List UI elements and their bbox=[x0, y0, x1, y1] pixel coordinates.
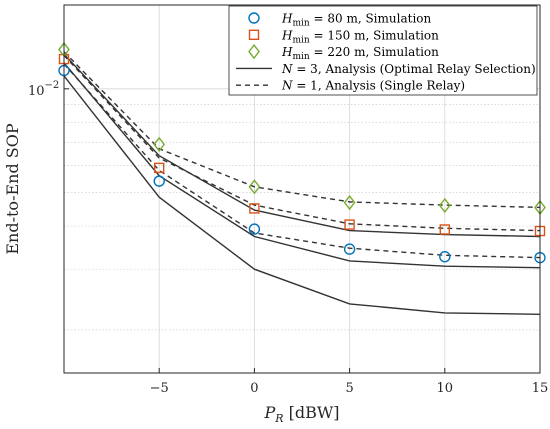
simulation-point bbox=[343, 194, 356, 211]
plot-frame bbox=[63, 4, 541, 374]
simulation-point bbox=[344, 219, 355, 230]
legend-marker-swatch bbox=[248, 43, 260, 60]
x-tick-label: −5 bbox=[150, 381, 169, 396]
simulation-point bbox=[439, 251, 451, 263]
legend-label: N = 1, Analysis (Single Relay) bbox=[281, 79, 465, 93]
legend-marker-swatch bbox=[248, 29, 260, 40]
x-tick-label: 0 bbox=[250, 381, 258, 396]
axis-ticks: −5 0 5 10 15 bbox=[64, 88, 549, 396]
legend-entry: N = 3, Analysis (Optimal Relay Selection… bbox=[236, 62, 536, 76]
analysis-line bbox=[63, 75, 541, 315]
x-axis-label: PR [dBW] bbox=[263, 403, 339, 425]
analysis-line bbox=[63, 53, 541, 238]
legend-box bbox=[228, 5, 538, 96]
legend-marker-swatch bbox=[248, 12, 260, 24]
simulation-point bbox=[438, 197, 451, 214]
legend-label: N = 3, Analysis (Optimal Relay Selection… bbox=[281, 62, 536, 76]
simulation-point bbox=[248, 179, 261, 195]
analysis-line bbox=[63, 62, 541, 269]
analysis-line bbox=[63, 63, 541, 259]
simulation-point bbox=[343, 243, 356, 255]
legend-label: Hmin = 220 m, Simulation bbox=[281, 45, 439, 62]
x-tick-label: 5 bbox=[345, 381, 353, 396]
simulation-point bbox=[153, 162, 165, 174]
analysis-line bbox=[63, 54, 541, 232]
y-tick-label: 10−2 bbox=[28, 80, 59, 99]
series-line bbox=[63, 54, 541, 232]
legend-label: Hmin = 80 m, Simulation bbox=[281, 12, 432, 29]
series-line bbox=[63, 62, 541, 269]
series-line bbox=[63, 53, 541, 238]
legend-label: Hmin = 150 m, Simulation bbox=[281, 28, 439, 45]
legend-entry: Hmin = 80 m, Simulation bbox=[248, 12, 432, 29]
simulation-point bbox=[153, 175, 165, 187]
series-line bbox=[63, 51, 541, 209]
legend-entry: Hmin = 220 m, Simulation bbox=[248, 43, 439, 62]
analysis-line bbox=[63, 51, 541, 209]
series-line bbox=[63, 75, 541, 315]
simulation-point bbox=[249, 203, 260, 214]
legend-entry: N = 1, Analysis (Single Relay) bbox=[236, 79, 465, 93]
x-tick-label: 10 bbox=[437, 381, 454, 396]
y-axis-label: End-to-End SOP bbox=[3, 123, 22, 254]
x-tick-label: 15 bbox=[532, 381, 549, 396]
simulation-point bbox=[439, 224, 450, 235]
legend-entry: Hmin = 150 m, Simulation bbox=[248, 28, 439, 45]
simulation-point bbox=[248, 223, 261, 235]
series-line bbox=[63, 63, 541, 259]
simulation-point bbox=[153, 136, 166, 153]
